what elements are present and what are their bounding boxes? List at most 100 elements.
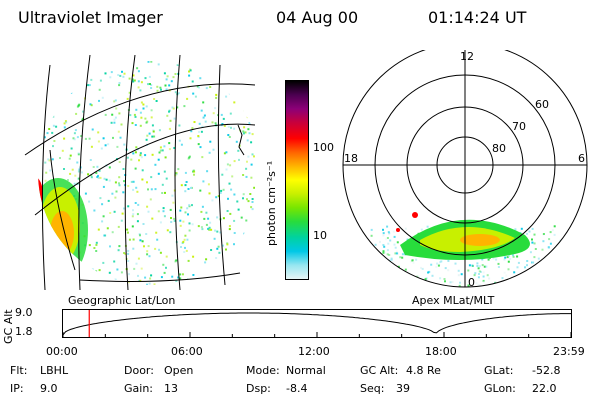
emission-pixel	[252, 230, 255, 233]
emission-pixel	[536, 282, 539, 285]
emission-pixel	[481, 264, 484, 267]
emission-pixel	[233, 160, 236, 163]
emission-pixel	[387, 231, 390, 233]
emission-pixel	[458, 284, 461, 287]
emission-pixel	[207, 217, 210, 220]
emission-pixel	[99, 79, 102, 82]
emission-pixel	[26, 136, 28, 138]
emission-pixel	[374, 243, 377, 246]
emission-pixel	[203, 114, 206, 117]
emission-pixel	[156, 89, 159, 92]
emission-pixel	[51, 158, 54, 161]
emission-pixel	[27, 263, 29, 265]
emission-pixel	[137, 257, 140, 260]
emission-pixel	[101, 220, 104, 223]
emission-pixel	[163, 215, 166, 218]
emission-pixel	[67, 72, 70, 75]
emission-pixel	[174, 57, 176, 59]
emission-pixel	[201, 205, 204, 208]
emission-pixel	[250, 286, 252, 288]
emission-pixel	[22, 101, 24, 103]
emission-pixel	[40, 64, 42, 67]
emission-pixel	[132, 74, 135, 77]
emission-pixel	[213, 237, 216, 240]
emission-pixel	[218, 251, 221, 254]
emission-pixel	[401, 253, 404, 256]
emission-pixel	[204, 261, 207, 264]
emission-pixel	[242, 174, 245, 176]
emission-pixel	[248, 122, 251, 125]
emission-pixel	[210, 249, 213, 251]
emission-pixel	[71, 168, 74, 171]
emission-pixel	[473, 274, 476, 277]
emission-pixel	[34, 260, 36, 262]
emission-pixel	[24, 64, 26, 66]
emission-pixel	[245, 253, 248, 256]
emission-pixel	[222, 283, 225, 285]
emission-pixel	[183, 238, 186, 241]
emission-pixel	[118, 184, 121, 187]
emission-pixel	[51, 97, 54, 100]
emission-pixel	[163, 170, 166, 173]
emission-pixel	[414, 282, 417, 285]
emission-pixel	[399, 256, 402, 259]
emission-pixel	[404, 268, 407, 271]
emission-pixel	[92, 64, 94, 67]
emission-pixel	[22, 258, 24, 260]
emission-pixel	[136, 67, 139, 70]
emission-pixel	[252, 221, 255, 224]
emission-pixel	[88, 84, 91, 87]
emission-pixel	[235, 69, 237, 72]
emission-pixel	[158, 248, 161, 251]
emission-pixel	[72, 137, 75, 140]
emission-pixel	[107, 199, 110, 202]
emission-pixel	[196, 85, 199, 88]
emission-pixel	[119, 74, 122, 77]
emission-pixel	[505, 274, 508, 277]
emission-pixel	[137, 274, 139, 277]
emission-pixel	[383, 245, 386, 248]
emission-pixel	[202, 180, 205, 183]
emission-pixel	[113, 260, 116, 263]
emission-pixel	[239, 282, 242, 285]
emission-pixel	[101, 61, 104, 62]
emission-pixel	[133, 79, 136, 82]
colorbar-unit-label: photon cm⁻²s⁻¹	[265, 160, 278, 246]
emission-pixel	[151, 135, 154, 138]
emission-pixel	[87, 84, 89, 87]
emission-pixel	[205, 66, 208, 69]
emission-pixel	[421, 267, 424, 270]
emission-pixel	[181, 273, 184, 276]
emission-pixel	[87, 173, 90, 176]
emission-pixel	[513, 271, 516, 274]
emission-pixel	[477, 267, 480, 270]
emission-pixel	[136, 213, 139, 216]
emission-pixel	[478, 284, 481, 287]
emission-pixel	[443, 278, 446, 280]
emission-pixel	[74, 129, 77, 132]
emission-pixel	[90, 104, 93, 107]
altitude-plot-frame	[62, 309, 572, 338]
emission-pixel	[63, 168, 65, 170]
emission-pixel	[23, 135, 25, 137]
emission-pixel	[132, 238, 135, 241]
emission-pixel	[139, 124, 142, 127]
emission-pixel	[27, 206, 29, 208]
emission-pixel	[55, 261, 57, 264]
emission-pixel	[134, 151, 137, 154]
emission-pixel	[250, 163, 253, 166]
emission-pixel	[431, 274, 434, 277]
emission-pixel	[118, 161, 121, 163]
emission-pixel	[53, 140, 56, 142]
emission-pixel	[145, 138, 148, 141]
emission-pixel	[110, 121, 113, 124]
emission-pixel	[95, 243, 98, 246]
emission-pixel	[115, 107, 118, 110]
emission-pixel	[121, 212, 124, 215]
emission-pixel	[248, 132, 251, 135]
emission-pixel	[559, 268, 562, 271]
emission-pixel	[187, 213, 189, 216]
emission-pixel	[98, 269, 101, 272]
emission-pixel	[140, 116, 143, 119]
emission-pixel	[126, 97, 129, 100]
